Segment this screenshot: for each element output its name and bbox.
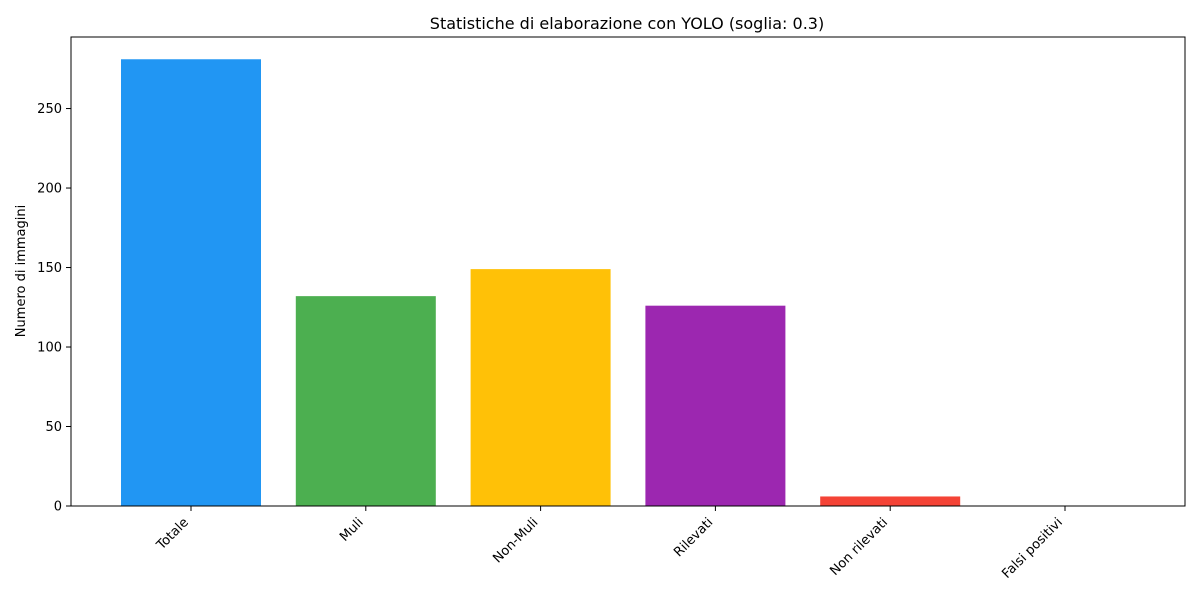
bar-muli [295, 296, 436, 506]
bar-non-muli [470, 269, 611, 506]
chart-title: Statistiche di elaborazione con YOLO (so… [430, 14, 824, 33]
y-tick-label: 250 [37, 102, 62, 117]
bar-totale [121, 59, 261, 506]
x-tick-label: Falsi positivi [999, 515, 1065, 581]
x-ticks-group: Totale Muli Non-Muli Rilevati Non rilevati Fa… [153, 506, 1066, 582]
x-tick-label: Muli [337, 515, 366, 544]
bar-rilevati [645, 305, 786, 506]
x-tick-label: Non rilevati [827, 515, 891, 579]
x-tick-label: Non-Muli [490, 515, 541, 566]
x-tick-label: Totale [153, 515, 191, 553]
y-ticks-group: 0 50 100 150 200 250 [37, 102, 71, 515]
y-tick-label: 0 [54, 500, 62, 515]
y-tick-label: 100 [37, 341, 62, 356]
plot-frame [70, 36, 1186, 507]
x-tick-label: Rilevati [671, 515, 716, 560]
bars-group [121, 59, 961, 506]
y-tick-label: 150 [37, 261, 62, 276]
y-axis-label: Numero di immagini [14, 205, 29, 337]
y-tick-label: 50 [45, 420, 62, 435]
y-tick-label: 200 [37, 182, 62, 197]
bar-non-rilevati [820, 496, 961, 506]
